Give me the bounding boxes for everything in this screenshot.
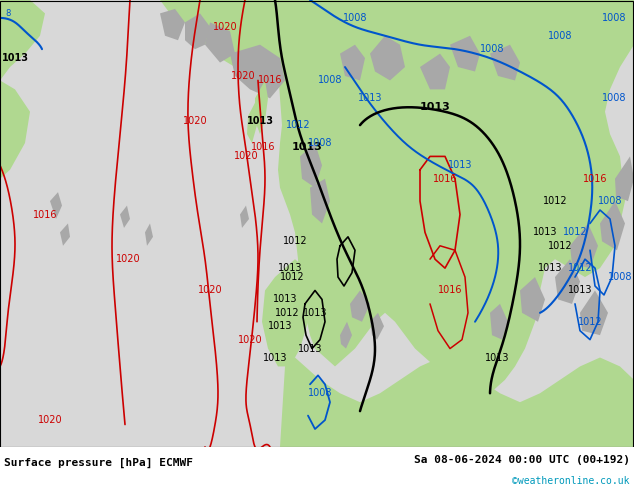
Polygon shape [60,223,70,246]
Polygon shape [340,322,352,348]
Text: 1012: 1012 [567,263,592,273]
Text: 1013: 1013 [298,343,322,354]
Text: 1020: 1020 [234,151,258,161]
Text: Surface pressure [hPa] ECMWF: Surface pressure [hPa] ECMWF [4,458,193,468]
Text: 1013: 1013 [420,102,450,112]
Polygon shape [160,9,185,40]
Text: 1013: 1013 [247,116,273,125]
Polygon shape [160,0,220,45]
Text: 1012: 1012 [283,236,307,246]
Text: 1020: 1020 [212,22,237,32]
Text: ©weatheronline.co.uk: ©weatheronline.co.uk [512,475,630,486]
Text: 1013: 1013 [1,53,29,63]
Text: 1008: 1008 [307,388,332,398]
Text: 1013: 1013 [485,352,509,363]
Polygon shape [0,0,45,80]
Text: 1013: 1013 [568,286,592,295]
Polygon shape [50,192,62,219]
Polygon shape [520,277,545,322]
Polygon shape [370,36,405,80]
Text: 1013: 1013 [448,160,472,171]
Text: 1013: 1013 [278,263,302,273]
Text: 1008: 1008 [318,75,342,85]
Polygon shape [205,23,235,63]
Polygon shape [580,291,608,335]
Text: 1013: 1013 [262,352,287,363]
Text: 1013: 1013 [538,263,562,273]
Text: 1020: 1020 [238,335,262,344]
Polygon shape [240,206,249,228]
Text: 1008: 1008 [480,44,504,54]
Text: 1012: 1012 [286,120,310,130]
Text: 1016: 1016 [583,174,607,184]
Polygon shape [570,223,598,268]
Polygon shape [555,259,580,304]
Text: 1013: 1013 [268,321,292,331]
Text: 1012: 1012 [548,241,573,251]
Polygon shape [615,156,634,201]
Polygon shape [262,259,310,367]
Polygon shape [200,0,260,67]
Text: 1013: 1013 [303,308,327,318]
Polygon shape [340,45,365,80]
Polygon shape [230,45,285,98]
Polygon shape [185,13,210,49]
Text: 1012: 1012 [563,227,587,237]
Text: 1013: 1013 [533,227,557,237]
Text: 1012: 1012 [543,196,567,206]
Text: 1012: 1012 [280,272,304,282]
Polygon shape [280,358,634,447]
Text: 1013: 1013 [358,93,382,103]
Polygon shape [420,53,450,89]
Polygon shape [247,103,257,143]
Text: 1020: 1020 [231,71,256,81]
Polygon shape [350,291,370,322]
Polygon shape [600,201,625,250]
Polygon shape [240,0,300,80]
Polygon shape [370,313,384,340]
Polygon shape [490,45,520,80]
Text: 1016: 1016 [251,143,275,152]
Polygon shape [120,206,130,228]
Text: 1008: 1008 [602,93,626,103]
Text: 1008: 1008 [343,13,367,23]
Text: 1008: 1008 [307,138,332,148]
Text: 1012: 1012 [275,308,299,318]
Text: Sa 08-06-2024 00:00 UTC (00+192): Sa 08-06-2024 00:00 UTC (00+192) [414,455,630,465]
Text: 1020: 1020 [198,286,223,295]
Polygon shape [310,179,330,223]
Text: 8: 8 [5,9,11,18]
Text: 1016: 1016 [433,174,457,184]
Polygon shape [255,80,268,134]
Text: 1016: 1016 [437,286,462,295]
Text: 1020: 1020 [37,415,62,425]
Text: 1008: 1008 [548,31,573,41]
Polygon shape [490,304,508,340]
Text: 1016: 1016 [33,210,57,220]
Text: 1016: 1016 [258,75,282,85]
Polygon shape [300,143,322,188]
Polygon shape [145,223,153,246]
Polygon shape [278,0,634,402]
Polygon shape [450,36,480,72]
Text: 1008: 1008 [608,272,632,282]
Text: 1008: 1008 [598,196,622,206]
Text: 1013: 1013 [292,143,322,152]
Text: 1020: 1020 [183,116,207,125]
Text: 1012: 1012 [578,317,602,327]
Text: 1020: 1020 [115,254,140,264]
Text: 1013: 1013 [273,294,297,304]
Text: 1008: 1008 [602,13,626,23]
Polygon shape [0,80,30,179]
